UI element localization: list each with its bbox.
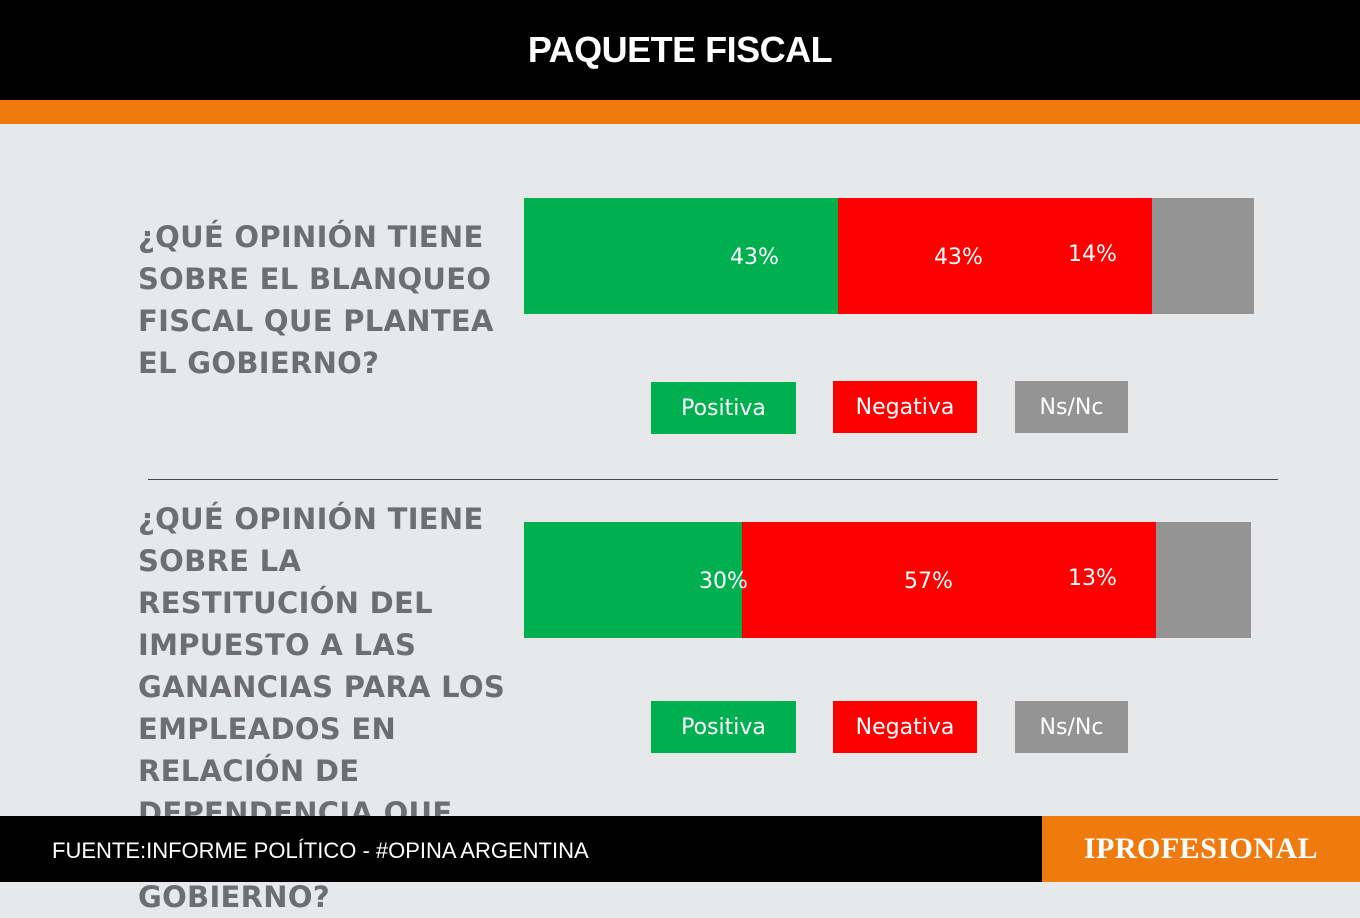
data-label-nsnc: 14% [1068,242,1117,267]
bar-segment-positive [524,522,743,638]
data-label-positive: 30% [699,569,748,594]
legend-item-negative: Negativa [833,381,977,433]
stacked-bar-2 [524,522,1251,638]
source-text: FUENTE:INFORME POLÍTICO - #OPINA ARGENTI… [52,838,589,863]
bar-segment-nsnc [1156,522,1251,638]
data-label-negative: 57% [904,569,953,594]
stacked-bar-1 [524,198,1254,314]
brand-logo-text: IPROFESIONAL [1083,832,1319,865]
page-title-text: PAQUETE FISCAL [527,29,833,70]
divider [148,479,1278,480]
bar-segment-negative [837,198,1152,314]
bar-segment-negative [742,522,1157,638]
brand-logo: IPROFESIONAL [1042,816,1360,882]
accent-strip [0,100,1360,124]
legend-item-positive: Positiva [651,701,796,753]
question-2: ¿QUÉ OPINIÓN TIENE SOBRE LA RESTITUCIÓN … [138,502,506,914]
data-label-nsnc: 13% [1068,566,1117,591]
bar-segment-nsnc [1151,198,1254,314]
legend-item-nsnc: Ns/Nc [1015,381,1128,433]
legend-item-negative: Negativa [833,701,977,753]
legend-item-positive: Positiva [651,382,796,434]
data-label-negative: 43% [934,245,983,270]
bar-segment-positive [524,198,838,314]
legend-item-nsnc: Ns/Nc [1015,701,1128,753]
page-title: PAQUETE FISCAL [0,0,1360,100]
question-1: ¿QUÉ OPINIÓN TIENE SOBRE EL BLANQUEO FIS… [138,220,494,380]
data-label-positive: 43% [730,245,779,270]
